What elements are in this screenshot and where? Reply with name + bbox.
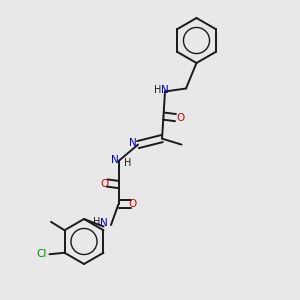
Text: Cl: Cl bbox=[36, 249, 46, 259]
Text: H: H bbox=[154, 85, 161, 95]
Text: N: N bbox=[161, 85, 169, 95]
Text: O: O bbox=[176, 112, 184, 123]
Text: N: N bbox=[111, 155, 119, 165]
Text: N: N bbox=[129, 138, 136, 148]
Text: O: O bbox=[100, 179, 108, 190]
Text: N: N bbox=[100, 218, 107, 229]
Text: O: O bbox=[129, 199, 137, 209]
Text: H: H bbox=[93, 217, 100, 227]
Text: H: H bbox=[124, 158, 131, 169]
